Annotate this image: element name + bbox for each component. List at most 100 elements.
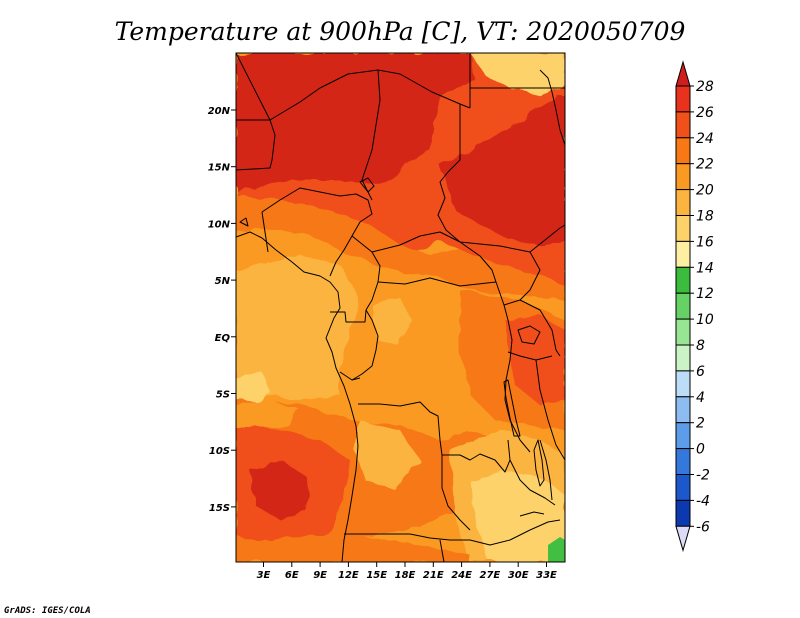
colorbar-label: 12 (696, 286, 714, 302)
lake-kariba (519, 511, 545, 517)
lon-tick-label: 30E (508, 570, 529, 581)
lon-tick-label: 21E (423, 570, 444, 581)
lon-tick-label: 27E (480, 570, 501, 581)
colorbar-label: 22 (696, 157, 714, 173)
field-north-hot (236, 53, 475, 190)
colorbar-segment (675, 137, 691, 165)
colorbar-segment (675, 111, 691, 139)
lon-tick-label: 3E (257, 570, 271, 581)
lake-volta (239, 217, 249, 227)
field-south-coast-cool (236, 400, 300, 428)
lat-tick-label: 10N (208, 219, 231, 230)
border-congo-drc (351, 309, 379, 381)
lake-malawi (533, 439, 545, 487)
lon-tick-label: 15E (366, 570, 387, 581)
colorbar-label: 28 (696, 79, 714, 95)
colorbar-segment (675, 474, 691, 501)
border-benin-nigeria (261, 211, 269, 253)
colorbar-segment (675, 318, 691, 346)
latitude-axis: 20N 15N 10N 5N EQ 5S 10S 15S (208, 106, 236, 514)
field-southwest-core (250, 462, 310, 520)
lon-tick-label: 24E (451, 570, 472, 581)
border-cameroon-car (351, 235, 381, 311)
border-rwanda-burundi (507, 351, 553, 361)
border-car-south (371, 231, 497, 283)
colorbar-label: -6 (696, 519, 710, 535)
field-central-patch (372, 298, 412, 345)
border-ethiopia (529, 224, 565, 253)
border-tanzania (535, 359, 565, 461)
field-northeast-hot (440, 95, 565, 245)
colorbar-segment (675, 396, 691, 424)
red-sea-coast (539, 69, 565, 146)
colorbar-label: 4 (696, 390, 705, 406)
lat-tick-label: 15N (208, 163, 231, 174)
lon-tick-label: 12E (338, 570, 359, 581)
longitude-axis: 3E 6E 9E 12E 15E 18E 21E 24E 27E 30E 33E (257, 562, 557, 581)
colorbar-segment (675, 215, 691, 242)
border-angola-zambia (441, 455, 471, 531)
colorbar-label: 0 (696, 442, 705, 458)
colorbar-label: 18 (696, 209, 714, 225)
border-car-drc (377, 277, 497, 287)
colorbar-label: 8 (696, 338, 705, 354)
lon-tick-label: 33E (536, 570, 557, 581)
country-borders (236, 53, 565, 562)
lon-tick-label: 18E (395, 570, 416, 581)
map-frame (235, 52, 566, 563)
colorbar-label: 10 (696, 312, 714, 328)
coastline (236, 231, 359, 562)
field-cold-spot (548, 537, 565, 562)
colorbar-over-arrow (675, 60, 691, 87)
map-title: Temperature at 900hPa [C], VT: 202005070… (115, 17, 686, 46)
border-niger-chad (361, 69, 381, 201)
field-southeast-coolest (470, 470, 565, 562)
border-malawi (539, 439, 553, 501)
border-drc-angola-north (339, 371, 361, 381)
border-gabon (330, 309, 367, 323)
lat-tick-label: EQ (215, 333, 231, 344)
colorbar-label: 20 (696, 183, 714, 199)
border-angola-namibia (344, 533, 470, 541)
border-zambia-east (509, 459, 556, 506)
colorbar-under-arrow (675, 525, 691, 553)
colorbar-segment (675, 85, 691, 113)
credit-label: GrADS: IGES/COLA (4, 606, 91, 616)
border-south-sudan (459, 241, 541, 306)
lat-tick-label: 20N (208, 106, 231, 117)
lake-tanganyika (503, 379, 521, 437)
colorbar-label: 6 (696, 364, 705, 380)
border-uganda-kenya (519, 299, 561, 357)
colorbar-segment (675, 448, 691, 476)
colorbar-segment (675, 240, 691, 268)
colorbar-segment (675, 344, 691, 372)
border-nigeria-north (261, 187, 373, 277)
field-coast-coolest (236, 372, 270, 410)
lat-tick-label: 5S (216, 390, 230, 401)
colorbar-label: -4 (696, 493, 710, 509)
lon-tick-label: 6E (285, 570, 299, 581)
field-mid-band (236, 195, 565, 300)
colorbar-segment (675, 370, 691, 398)
temperature-field (236, 53, 565, 562)
field-south-edge (236, 535, 470, 562)
colorbar-segment (675, 499, 691, 527)
field-west-cool (236, 255, 360, 400)
field-south-center-cool (355, 420, 420, 490)
colorbar-label: 24 (696, 131, 714, 147)
colorbar-label: 16 (696, 234, 714, 250)
colorbar-label: -2 (696, 468, 710, 484)
colorbar-segment (675, 422, 691, 450)
field-northeast-cool (470, 53, 565, 95)
border-zimbabwe (469, 519, 561, 546)
border-mali-niger (236, 119, 276, 171)
colorbar-label: 2 (696, 416, 705, 432)
colorbar-segment (675, 292, 691, 320)
colorbar-segment (675, 163, 691, 191)
colorbar-segment (675, 266, 691, 294)
border-sahara-north (236, 53, 471, 121)
colorbar-label: 14 (696, 260, 714, 276)
lat-tick-label: 10S (209, 446, 230, 457)
